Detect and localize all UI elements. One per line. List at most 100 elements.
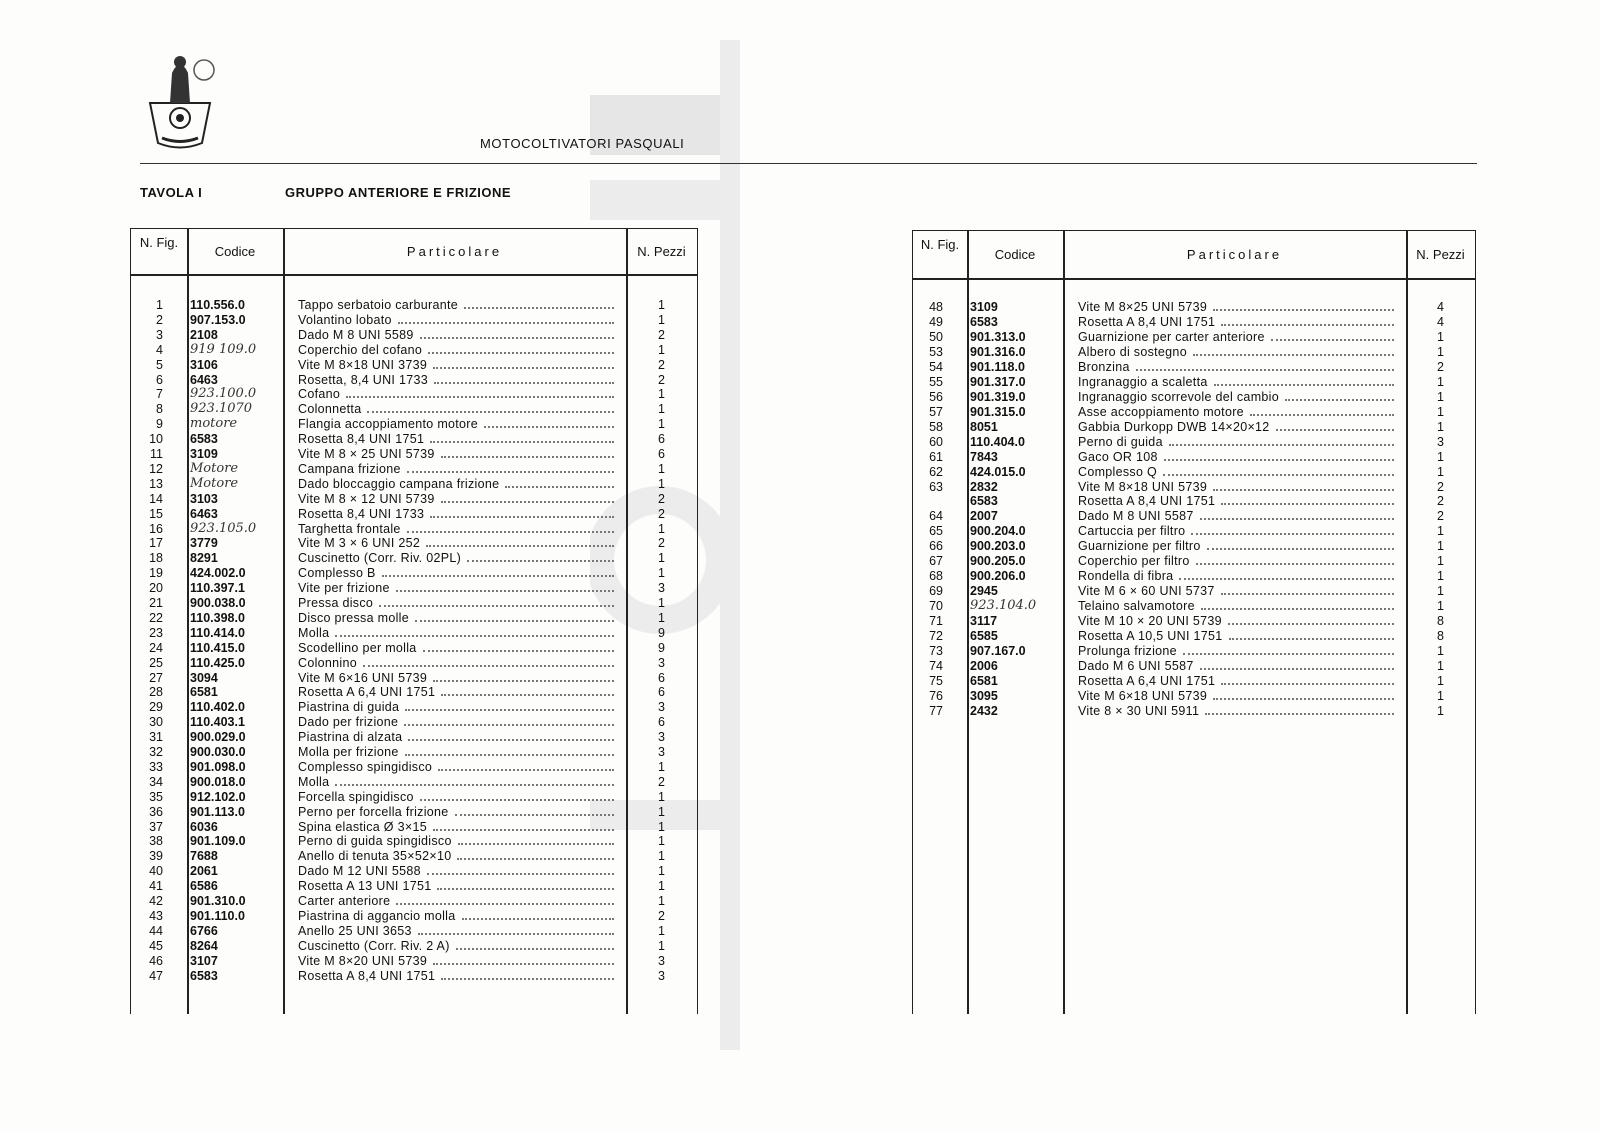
quantity: 1 bbox=[658, 387, 665, 402]
quantity: 1 bbox=[658, 864, 665, 879]
quantity: 1 bbox=[1437, 703, 1444, 718]
description-cell: Vite M 10 × 20 UNI 5739 bbox=[1078, 614, 1396, 628]
leader-dots bbox=[441, 977, 614, 980]
fig-number: 3 bbox=[156, 327, 163, 342]
quantity: 1 bbox=[658, 879, 665, 894]
leader-dots bbox=[379, 605, 614, 607]
leader-dots bbox=[455, 947, 614, 950]
part-code: 2432 bbox=[970, 703, 998, 718]
quantity: 4 bbox=[1437, 314, 1444, 329]
fig-number: 60 bbox=[929, 434, 943, 449]
part-code: 110.414.0 bbox=[190, 625, 245, 640]
part-code: 900.206.0 bbox=[970, 569, 1026, 584]
part-code: 3109 bbox=[190, 447, 218, 461]
fig-number: 74 bbox=[929, 659, 943, 674]
table-row: 37 6036 Spina elastica Ø 3×15 1 bbox=[131, 820, 697, 834]
table-row: 18 8291 Cuscinetto (Corr. Riv. 02PL) 1 bbox=[131, 551, 697, 565]
quantity: 1 bbox=[658, 849, 665, 864]
description-cell: Scodellino per molla bbox=[298, 641, 616, 655]
quantity: 1 bbox=[658, 610, 665, 625]
quantity: 1 bbox=[1437, 329, 1444, 344]
column-divider bbox=[1063, 231, 1065, 1014]
description-cell: Pressa disco bbox=[298, 596, 616, 610]
part-code: 3106 bbox=[190, 357, 218, 372]
description-cell: Rosetta A 13 UNI 1751 bbox=[298, 879, 616, 893]
part-description: Rondella di fibra bbox=[1078, 569, 1174, 584]
leader-dots bbox=[419, 336, 614, 339]
leader-dots bbox=[1249, 413, 1394, 416]
leader-dots bbox=[440, 500, 614, 503]
quantity: 1 bbox=[1437, 569, 1444, 584]
part-description: Volantino lobato bbox=[298, 312, 392, 327]
col-fig-header: N. Fig. bbox=[139, 235, 179, 250]
leader-dots bbox=[406, 530, 614, 533]
col-code-header: Codice bbox=[214, 243, 256, 259]
description-cell: Vite M 6×16 UNI 5739 bbox=[298, 671, 616, 685]
leader-dots bbox=[1228, 638, 1394, 641]
part-code: 2832 bbox=[970, 479, 998, 494]
quantity: 1 bbox=[1437, 674, 1444, 688]
part-description: Coperchio del cofano bbox=[298, 342, 423, 357]
part-description: Dado M 12 UNI 5588 bbox=[298, 864, 421, 879]
leader-dots bbox=[415, 619, 614, 622]
leader-dots bbox=[1220, 593, 1394, 596]
fig-number: 70 bbox=[929, 599, 943, 614]
part-description: Vite M 8×20 UNI 5739 bbox=[298, 953, 428, 968]
leader-dots bbox=[1213, 488, 1394, 491]
quantity: 1 bbox=[658, 476, 665, 491]
part-code: 901.113.0 bbox=[190, 804, 245, 819]
leader-dots bbox=[437, 888, 614, 891]
quantity: 1 bbox=[1437, 404, 1444, 419]
part-code: 7843 bbox=[970, 449, 998, 464]
description-cell: Cofano bbox=[298, 387, 616, 401]
fig-number: 22 bbox=[149, 610, 163, 625]
part-code: 923.104.0 bbox=[970, 598, 1037, 614]
description-cell: Ingranaggio a scaletta bbox=[1078, 375, 1396, 389]
table-row: 10 6583 Rosetta 8,4 UNI 1751 6 bbox=[131, 432, 697, 446]
table-row: 5 3106 Vite M 8×18 UNI 3739 2 bbox=[131, 358, 697, 372]
part-code: 6585 bbox=[970, 629, 998, 644]
leader-dots bbox=[1200, 608, 1394, 611]
table-row: 60 110.404.0 Perno di guida 3 bbox=[913, 435, 1475, 449]
description-cell: Vite M 3 × 6 UNI 252 bbox=[298, 536, 616, 550]
fig-number: 24 bbox=[149, 640, 163, 655]
part-description: Campana frizione bbox=[298, 461, 401, 476]
description-cell: Coperchio per filtro bbox=[1078, 554, 1396, 568]
table-row: 15 6463 Rosetta 8,4 UNI 1733 2 bbox=[131, 507, 697, 521]
leader-dots bbox=[430, 515, 614, 518]
fig-number: 72 bbox=[929, 629, 943, 644]
description-cell: Anello 25 UNI 3653 bbox=[298, 924, 616, 938]
fig-number: 69 bbox=[929, 584, 943, 599]
part-description: Vite M 8×18 UNI 5739 bbox=[1078, 479, 1208, 494]
quantity: 1 bbox=[658, 759, 665, 774]
leader-dots bbox=[432, 828, 614, 831]
part-description: Dado M 8 UNI 5589 bbox=[298, 327, 414, 342]
fig-number: 14 bbox=[149, 491, 163, 506]
quantity: 9 bbox=[658, 640, 665, 655]
leader-dots bbox=[438, 768, 614, 771]
quantity: 1 bbox=[658, 923, 665, 938]
quantity: 1 bbox=[658, 461, 665, 476]
table-label: TAVOLA I bbox=[140, 185, 203, 200]
quantity: 2 bbox=[1437, 359, 1444, 374]
table-row: 58 8051 Gabbia Durkopp DWB 14×20×12 1 bbox=[913, 420, 1475, 434]
part-code: 2945 bbox=[970, 584, 998, 599]
part-code: 2061 bbox=[190, 864, 218, 879]
fig-number: 53 bbox=[929, 344, 943, 359]
table-row: 74 2006 Dado M 6 UNI 5587 1 bbox=[913, 659, 1475, 673]
leader-dots bbox=[433, 381, 614, 384]
fig-number: 40 bbox=[149, 864, 163, 879]
fig-number: 27 bbox=[149, 670, 163, 685]
leader-dots bbox=[1163, 458, 1394, 461]
table-row: 48 3109 Vite M 8×25 UNI 5739 4 bbox=[913, 300, 1475, 314]
quantity: 2 bbox=[1437, 509, 1444, 524]
part-description: Piastrina di guida bbox=[298, 700, 400, 715]
part-description: Colonnino bbox=[298, 655, 357, 670]
leader-dots bbox=[426, 873, 614, 876]
quantity: 2 bbox=[1437, 494, 1444, 509]
part-description: Perno per forcella frizione bbox=[298, 804, 449, 819]
quantity: 1 bbox=[658, 312, 665, 327]
leader-dots bbox=[1270, 338, 1394, 341]
description-cell: Carter anteriore bbox=[298, 894, 616, 908]
part-description: Guarnizione per filtro bbox=[1078, 539, 1201, 554]
